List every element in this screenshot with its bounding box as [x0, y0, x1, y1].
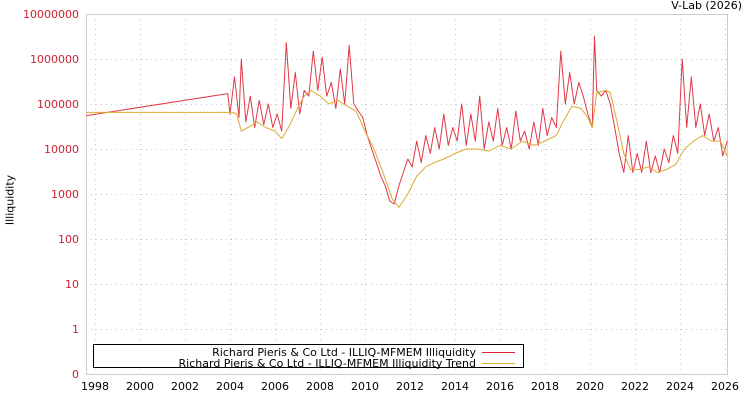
x-tick-label: 2014	[441, 380, 469, 393]
x-tick-label: 2008	[306, 380, 334, 393]
credit-label: V-Lab (2026)	[671, 0, 742, 12]
legend-item-trend: Richard Pieris & Co Ltd - ILLIQ-MFMEM Il…	[179, 357, 515, 370]
plot-area-border	[86, 14, 728, 375]
x-tick-label: 2010	[351, 380, 379, 393]
x-tick-label: 2006	[261, 380, 289, 393]
x-tick-label: 2026	[711, 380, 739, 393]
x-tick-label: 2024	[666, 380, 694, 393]
y-tick-label: 10000000	[23, 8, 79, 21]
x-tick-label: 2020	[576, 380, 604, 393]
y-tick-label: 1000	[51, 188, 79, 201]
x-tick-label: 2002	[171, 380, 199, 393]
red-line-swatch-icon	[482, 352, 515, 353]
legend-item-illiquidity: Richard Pieris & Co Ltd - ILLIQ-MFMEM Il…	[212, 346, 515, 359]
x-tick-label: 2000	[126, 380, 154, 393]
y-tick-label: 10	[65, 278, 79, 291]
x-tick-label: 2022	[621, 380, 649, 393]
x-tick-label: 2004	[216, 380, 244, 393]
x-tick-label: 2018	[531, 380, 559, 393]
legend: Richard Pieris & Co Ltd - ILLIQ-MFMEM Il…	[93, 344, 524, 370]
grid-lines	[86, 14, 727, 374]
legend-label: Richard Pieris & Co Ltd - ILLIQ-MFMEM Il…	[212, 346, 476, 359]
y-axis-ticks: 0 1 10 100 1000 10000 100000 1000000 10000000	[23, 8, 79, 381]
y-tick-label: 10000	[44, 143, 79, 156]
x-axis-ticks: 1998 2000 2002 2004 2006 2008 2010 2012 2014 2016…	[81, 380, 739, 393]
gold-line-swatch-icon	[482, 363, 515, 364]
y-tick-label: 100	[58, 233, 79, 246]
x-tick-label: 2016	[486, 380, 514, 393]
x-tick-label: 1998	[81, 380, 109, 393]
series-lines	[85, 35, 728, 208]
y-tick-label: 0	[72, 368, 79, 381]
y-tick-label: 1	[72, 323, 79, 336]
y-tick-label: 100000	[37, 98, 79, 111]
x-tick-label: 2012	[396, 380, 424, 393]
y-tick-label: 1000000	[30, 53, 79, 66]
illiquidity-line	[85, 35, 728, 205]
illiquidity-trend-line	[86, 90, 728, 208]
legend-label: Richard Pieris & Co Ltd - ILLIQ-MFMEM Il…	[178, 357, 476, 370]
